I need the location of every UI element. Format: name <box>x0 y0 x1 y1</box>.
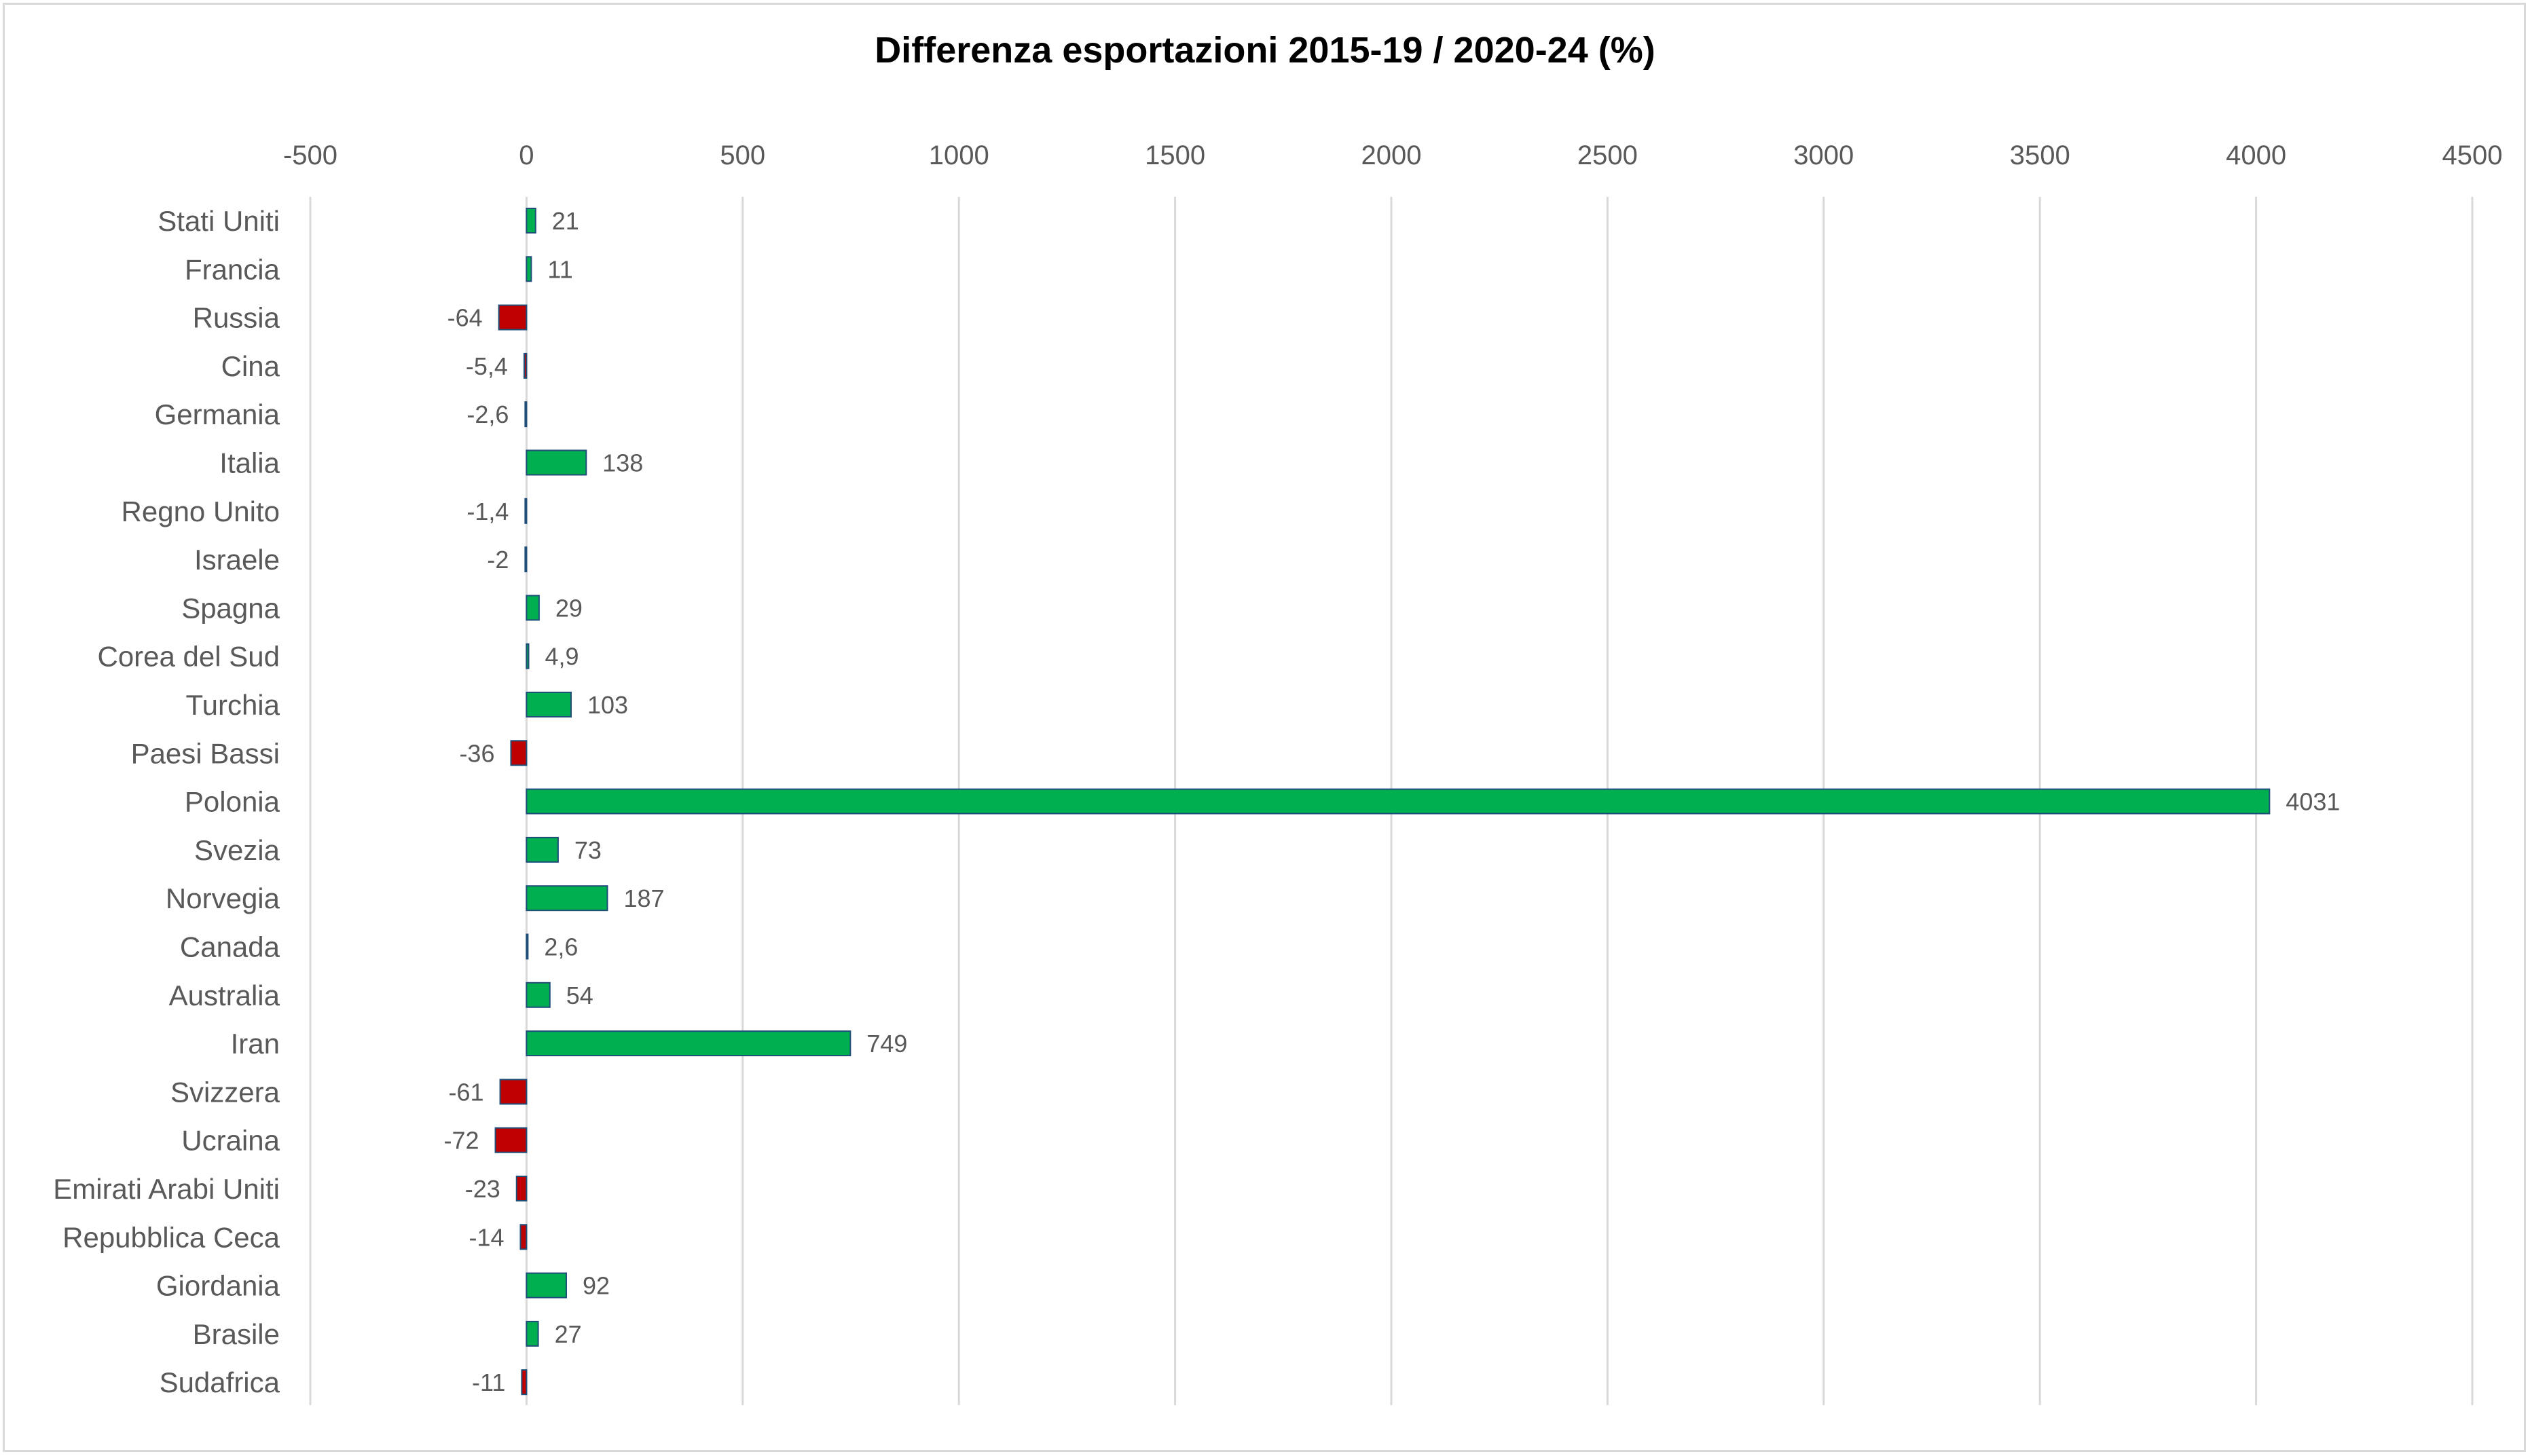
x-tick-label: 3000 <box>1793 141 1854 170</box>
category-label: Svezia <box>194 834 280 866</box>
x-tick-label: 3500 <box>2010 141 2070 170</box>
data-label: -2 <box>487 546 509 574</box>
bar <box>519 1224 528 1250</box>
category-label: Russia <box>193 302 280 334</box>
bar <box>521 1369 528 1396</box>
category-label: Brasile <box>193 1318 280 1350</box>
category-label: Spagna <box>181 592 280 624</box>
bar <box>526 933 529 960</box>
x-tick-label: 1000 <box>929 141 989 170</box>
category-label: Turchia <box>186 689 280 721</box>
category-label: Cina <box>221 350 280 382</box>
bars <box>494 208 2271 1396</box>
data-label: 187 <box>623 884 664 912</box>
bar <box>526 595 540 621</box>
data-label: 92 <box>583 1272 610 1300</box>
data-label: 54 <box>566 982 593 1009</box>
data-label: 21 <box>552 207 579 235</box>
category-label: Giordania <box>156 1270 280 1302</box>
data-label: 138 <box>602 449 643 477</box>
bar <box>526 1272 567 1299</box>
data-label: 4,9 <box>545 643 579 671</box>
bar <box>526 1030 851 1057</box>
bar <box>526 885 608 912</box>
data-label: -36 <box>459 739 494 767</box>
data-label: 27 <box>555 1320 582 1348</box>
data-label: 11 <box>547 255 572 283</box>
bar <box>526 1320 539 1347</box>
category-label: Emirati Arabi Uniti <box>53 1173 280 1205</box>
category-label: Paesi Bassi <box>131 737 280 769</box>
bar <box>526 982 551 1008</box>
data-label: -72 <box>444 1127 479 1155</box>
data-label: 29 <box>555 594 583 622</box>
bar <box>526 208 536 234</box>
bar <box>523 352 528 379</box>
data-label: -5,4 <box>466 352 508 380</box>
category-label: Israele <box>194 544 280 576</box>
chart-title: Differenza esportazioni 2015-19 / 2020-2… <box>875 30 1655 71</box>
category-label: Stati Uniti <box>158 205 280 237</box>
x-axis-ticks: -500 0 500 1000 1500 2000 2500 3000 3500 4000 4500 <box>283 141 2503 170</box>
data-label: -11 <box>472 1368 505 1396</box>
category-label: Polonia <box>185 786 280 818</box>
bar <box>526 788 2271 815</box>
data-labels: 21 11 -64 -5,4 -2,6 138 -1,4 -2 29 4,9 103 -36 4031 7… <box>444 207 2341 1396</box>
category-label: Germania <box>155 398 280 430</box>
data-label: -1,4 <box>466 498 509 525</box>
bar <box>524 401 528 428</box>
category-label: Repubblica Ceca <box>62 1221 280 1253</box>
data-label: 2,6 <box>544 933 578 961</box>
data-label: 749 <box>866 1030 907 1058</box>
bar <box>526 643 530 669</box>
bar <box>526 836 559 863</box>
bar <box>499 1079 528 1105</box>
bar <box>524 546 528 573</box>
data-label: 103 <box>587 691 628 719</box>
category-label: Italia <box>219 447 280 479</box>
bar <box>526 449 587 476</box>
bar <box>526 692 572 717</box>
bar <box>498 304 528 331</box>
x-tick-label: 0 <box>519 141 534 170</box>
x-tick-label: -500 <box>283 141 337 170</box>
bar <box>494 1127 528 1153</box>
x-tick-label: 4000 <box>2226 141 2286 170</box>
data-label: -64 <box>447 304 483 332</box>
category-label: Regno Unito <box>122 496 280 527</box>
data-label: -14 <box>469 1223 504 1251</box>
category-label: Australia <box>169 979 280 1011</box>
category-label: Canada <box>180 931 280 963</box>
data-label: 4031 <box>2286 788 2340 816</box>
category-labels: Stati Uniti Francia Russia Cina Germania Ital… <box>53 205 280 1398</box>
bar <box>526 256 532 282</box>
category-label: Svizzera <box>170 1076 280 1108</box>
x-tick-label: 2500 <box>1577 141 1638 170</box>
category-label: Norvegia <box>166 882 280 914</box>
category-label: Sudafrica <box>160 1366 280 1398</box>
data-label: -23 <box>465 1175 500 1203</box>
x-tick-label: 4500 <box>2442 141 2503 170</box>
category-label: Ucraina <box>181 1125 280 1157</box>
data-label: -2,6 <box>466 400 509 428</box>
x-tick-label: 2000 <box>1361 141 1422 170</box>
chart-area <box>3 3 2526 1452</box>
category-label: Francia <box>185 253 280 285</box>
bar <box>515 1176 528 1201</box>
x-tick-label: 500 <box>720 141 765 170</box>
data-label: -61 <box>449 1078 484 1106</box>
bar <box>510 740 528 766</box>
data-label: 73 <box>574 836 602 864</box>
bar <box>524 498 528 524</box>
category-label: Iran <box>231 1028 280 1060</box>
x-tick-label: 1500 <box>1145 141 1205 170</box>
category-label: Corea del Sud <box>97 641 280 673</box>
